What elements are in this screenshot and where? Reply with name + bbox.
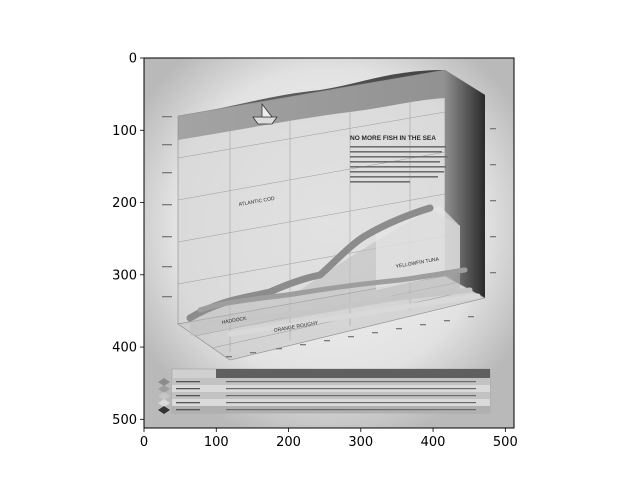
x-tick-label: 400 [421, 435, 446, 450]
embedded-axis-ticks [162, 116, 496, 358]
label-haddock: HADDOCK [221, 316, 247, 326]
image-title: NO MORE FISH IN THE SEA [350, 135, 436, 142]
data-table [158, 368, 491, 414]
x-tick-label: 0 [140, 435, 148, 450]
x-tick-label: 100 [204, 435, 229, 450]
y-tick-label: 200 [112, 196, 137, 211]
yellowfin-tuna-line [186, 204, 434, 322]
light-block [376, 206, 460, 290]
y-tick-label: 400 [112, 341, 137, 356]
x-tick-label: 300 [348, 435, 373, 450]
y-tick-label: 300 [112, 268, 137, 283]
x-axis: 0 100 200 300 400 500 [140, 428, 518, 450]
paragraph-block [350, 146, 448, 183]
axes-frame [143, 57, 515, 429]
y-tick-label: 100 [112, 124, 137, 139]
table-legend-markers [158, 378, 170, 414]
y-tick-label: 0 [129, 52, 137, 67]
x-tick-label: 500 [493, 435, 518, 450]
haddock-line [197, 287, 473, 327]
x-tick-label: 200 [276, 435, 301, 450]
atlantic-cod-line [197, 267, 468, 313]
y-tick-label: 500 [112, 413, 137, 428]
boat-icon [252, 102, 278, 125]
y-axis: 0 100 200 300 400 500 [112, 52, 144, 428]
image-plot-area: NO MORE FISH IN THE SEA ATLANTIC COD YEL… [144, 58, 514, 428]
orange-roughy-line [227, 293, 481, 337]
